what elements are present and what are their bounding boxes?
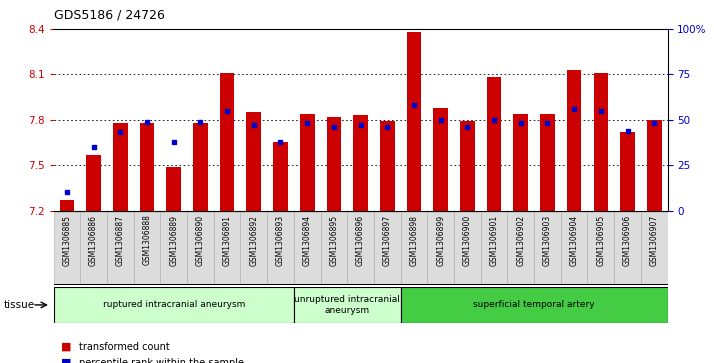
Bar: [300, 114, 315, 211]
Bar: [54, 212, 80, 285]
Bar: [80, 212, 107, 285]
Text: ■: ■: [61, 358, 71, 363]
Bar: [401, 212, 427, 285]
Bar: [481, 212, 508, 285]
Text: tissue: tissue: [4, 300, 35, 310]
Text: GSM1306893: GSM1306893: [276, 215, 285, 266]
Bar: [213, 212, 241, 285]
Bar: [86, 155, 101, 211]
Bar: [560, 212, 588, 285]
Text: GSM1306888: GSM1306888: [143, 215, 151, 265]
Bar: [487, 77, 501, 211]
Text: GSM1306890: GSM1306890: [196, 215, 205, 266]
Bar: [614, 212, 641, 285]
Text: GDS5186 / 24726: GDS5186 / 24726: [54, 9, 164, 22]
Text: unruptured intracranial
aneurysm: unruptured intracranial aneurysm: [294, 295, 400, 315]
Bar: [427, 212, 454, 285]
Text: GSM1306899: GSM1306899: [436, 215, 445, 266]
Bar: [321, 212, 347, 285]
Bar: [641, 212, 668, 285]
Bar: [241, 212, 267, 285]
Text: transformed count: transformed count: [79, 342, 169, 352]
Bar: [513, 114, 528, 211]
Bar: [534, 212, 560, 285]
Bar: [193, 123, 208, 211]
Bar: [54, 287, 294, 323]
Bar: [326, 117, 341, 211]
Bar: [540, 114, 555, 211]
Bar: [567, 70, 581, 211]
Text: GSM1306889: GSM1306889: [169, 215, 178, 265]
Bar: [294, 212, 321, 285]
Bar: [401, 287, 668, 323]
Text: GSM1306891: GSM1306891: [223, 215, 231, 265]
Text: percentile rank within the sample: percentile rank within the sample: [79, 358, 243, 363]
Text: GSM1306896: GSM1306896: [356, 215, 365, 266]
Text: GSM1306902: GSM1306902: [516, 215, 526, 266]
Text: GSM1306905: GSM1306905: [596, 215, 605, 266]
Text: GSM1306906: GSM1306906: [623, 215, 632, 266]
Text: ruptured intracranial aneurysm: ruptured intracranial aneurysm: [103, 301, 245, 309]
Bar: [374, 212, 401, 285]
Bar: [59, 200, 74, 211]
Text: GSM1306900: GSM1306900: [463, 215, 472, 266]
Bar: [267, 212, 294, 285]
Bar: [134, 212, 161, 285]
Bar: [294, 287, 401, 323]
Text: GSM1306886: GSM1306886: [89, 215, 98, 265]
Bar: [187, 212, 213, 285]
Bar: [620, 132, 635, 211]
Bar: [347, 212, 374, 285]
Bar: [273, 142, 288, 211]
Bar: [54, 284, 668, 285]
Bar: [433, 108, 448, 211]
Bar: [380, 121, 395, 211]
Text: GSM1306895: GSM1306895: [329, 215, 338, 266]
Bar: [454, 212, 481, 285]
Text: GSM1306894: GSM1306894: [303, 215, 312, 266]
Text: GSM1306887: GSM1306887: [116, 215, 125, 265]
Bar: [593, 73, 608, 211]
Bar: [647, 120, 662, 211]
Bar: [140, 123, 154, 211]
Bar: [113, 123, 128, 211]
Text: GSM1306901: GSM1306901: [490, 215, 498, 266]
Text: GSM1306898: GSM1306898: [409, 215, 418, 265]
Bar: [107, 212, 134, 285]
Bar: [407, 32, 421, 211]
Text: ■: ■: [61, 342, 71, 352]
Text: superficial temporal artery: superficial temporal artery: [473, 301, 595, 309]
Bar: [166, 167, 181, 211]
Text: GSM1306897: GSM1306897: [383, 215, 392, 266]
Text: GSM1306892: GSM1306892: [249, 215, 258, 265]
Text: GSM1306903: GSM1306903: [543, 215, 552, 266]
Text: GSM1306907: GSM1306907: [650, 215, 659, 266]
Text: GSM1306885: GSM1306885: [62, 215, 71, 265]
Bar: [220, 73, 234, 211]
Bar: [161, 212, 187, 285]
Text: GSM1306904: GSM1306904: [570, 215, 578, 266]
Bar: [508, 212, 534, 285]
Bar: [588, 212, 614, 285]
Bar: [246, 112, 261, 211]
Bar: [460, 121, 475, 211]
Bar: [353, 115, 368, 211]
